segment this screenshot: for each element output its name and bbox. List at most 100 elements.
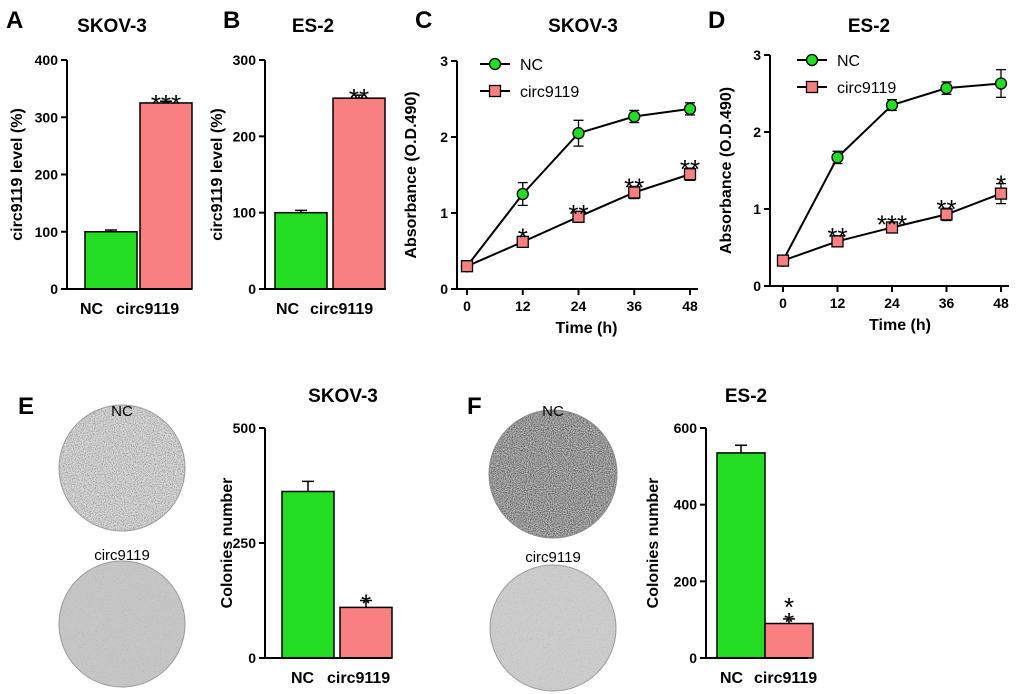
legend-marker-d-0 (805, 53, 819, 67)
category-label-e-0: NC (291, 670, 315, 687)
significance-f-1-0: * (784, 607, 794, 637)
x-tick-label-c-1: 12 (515, 298, 531, 314)
point-c-1-2 (572, 210, 585, 223)
legend-label-d-1: circ9119 (837, 80, 896, 97)
x-tick-label-c-0: 0 (463, 298, 471, 314)
y-tick-label-f-2: 400 (674, 497, 698, 513)
chart-title-c: SKOV-3 (548, 16, 618, 37)
point-d-1-1 (831, 235, 844, 248)
legend-label-d-0: NC (837, 53, 860, 70)
point-d-1-3 (940, 208, 953, 221)
point-c-0-1 (516, 187, 529, 201)
legend-marker-c-0 (488, 57, 502, 71)
y-tick-label-d-1: 1 (753, 201, 761, 217)
dish-image-e-nc (58, 404, 186, 532)
dish-label-f-nc: NC (542, 403, 564, 420)
legend-marker-c-1 (488, 84, 502, 98)
y-tick-label-b-1: 100 (233, 205, 257, 221)
y-tick-label-b-3: 300 (233, 52, 257, 68)
x-tick-label-c-3: 36 (626, 298, 642, 314)
legend-label-c-1: circ9119 (520, 84, 579, 101)
x-axis-label-d: Time (h) (869, 317, 931, 334)
dish-image-f-nc (488, 409, 618, 539)
category-label-b-0: NC (276, 301, 300, 318)
y-tick-label-d-0: 0 (753, 278, 761, 294)
significance-e-1: * (361, 589, 371, 619)
significance-c-4: ** (680, 154, 700, 184)
chart-title-f: ES-2 (725, 386, 767, 407)
y-tick-label-c-2: 2 (440, 129, 448, 145)
point-d-0-3 (940, 81, 953, 95)
chart-title-a: SKOV-3 (77, 16, 147, 37)
x-tick-label-d-3: 36 (939, 295, 955, 311)
bar-b-1 (332, 97, 386, 290)
point-c-0-4 (683, 102, 697, 116)
bar-f-1 (764, 622, 814, 659)
point-d-0-2 (885, 98, 899, 112)
point-c-0-3 (628, 110, 641, 123)
panel-label-b: B (223, 7, 240, 34)
category-label-e-1: circ9119 (327, 670, 390, 687)
category-label-a-1: circ9119 (116, 301, 179, 318)
y-tick-label-e-0: 0 (248, 650, 256, 666)
significance-d-1: ** (827, 222, 847, 252)
y-tick-label-e-1: 250 (233, 535, 257, 551)
dish-label-e-circ9119: circ9119 (94, 547, 150, 564)
y-tick-label-f-1: 200 (674, 573, 698, 589)
point-d-0-1 (831, 151, 844, 164)
y-tick-label-d-3: 3 (753, 47, 761, 63)
significance-c-2: ** (568, 199, 588, 229)
significance-d-4: * (996, 170, 1006, 200)
x-tick-label-c-4: 48 (682, 298, 698, 314)
x-tick-label-d-4: 48 (993, 295, 1009, 311)
chart-b: ES-2 0 100 200 300 circ9119 level (%) ** NC circ… (209, 16, 386, 318)
y-tick-label-b-0: 0 (248, 281, 256, 297)
point-c-1-0 (460, 260, 474, 273)
y-axis-label-e: Colonies number (219, 478, 236, 609)
x-tick-label-c-2: 24 (571, 298, 587, 314)
category-label-f-0: NC (720, 670, 744, 687)
panel-label-a: A (6, 7, 23, 34)
panel-label-c: C (415, 7, 432, 34)
y-axis-label-d: Absorbance (O.D.490) (718, 87, 735, 254)
y-tick-label-a-1: 100 (35, 224, 59, 240)
dish-image-f-circ9119 (489, 564, 617, 692)
y-tick-label-d-2: 2 (753, 124, 761, 140)
chart-a: SKOV-3 0 100 200 300 400 circ9119 level (%) ***… (9, 16, 193, 318)
y-tick-label-a-2: 200 (35, 167, 59, 183)
point-c-0-2 (572, 127, 585, 140)
significance-c-3: ** (624, 172, 644, 202)
category-label-f-1: circ9119 (754, 670, 817, 687)
chart-e: SKOV-3 0 250 500 Colonies number * NC circ9119 (219, 386, 393, 687)
category-label-b-1: circ9119 (310, 301, 373, 318)
y-tick-label-c-0: 0 (440, 281, 448, 297)
dish-label-e-nc: NC (111, 403, 133, 420)
significance-f-1-1: * (784, 592, 794, 622)
panel-label-f: F (467, 393, 482, 420)
point-d-1-0 (776, 254, 790, 267)
point-c-1-3 (628, 186, 641, 199)
significance-d-2: *** (877, 210, 907, 240)
x-tick-label-d-0: 0 (779, 295, 787, 311)
bar-e-0 (281, 490, 335, 659)
category-label-a-0: NC (80, 301, 104, 318)
point-d-1-2 (885, 221, 899, 234)
significance-c-1: * (518, 223, 528, 253)
bar-f-0 (716, 452, 766, 659)
y-axis-label-f: Colonies number (645, 478, 662, 609)
x-tick-label-d-2: 24 (884, 295, 900, 311)
y-tick-label-c-3: 3 (440, 53, 448, 69)
y-tick-label-f-0: 0 (689, 650, 697, 666)
bar-a-0 (84, 231, 138, 290)
y-tick-label-e-2: 500 (233, 420, 257, 436)
y-tick-label-f-3: 600 (674, 420, 698, 436)
significance-d-3: ** (936, 194, 956, 224)
legend-marker-d-1 (805, 80, 819, 94)
significance-b-1: ** (349, 83, 369, 113)
point-d-0-4 (994, 77, 1008, 90)
chart-title-b: ES-2 (292, 16, 334, 37)
x-axis-label-c: Time (h) (556, 320, 618, 337)
point-d-1-4 (994, 187, 1008, 200)
